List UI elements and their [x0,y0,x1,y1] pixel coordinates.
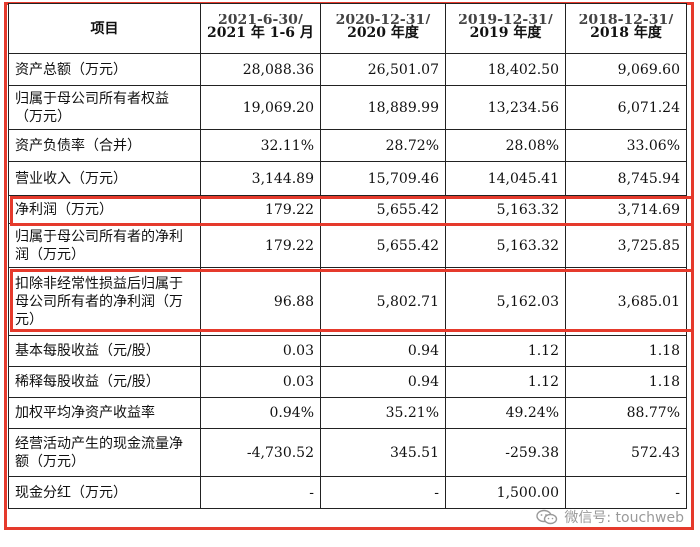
cell-value: 35.21% [320,397,446,429]
cell-value: 32.11% [200,129,321,162]
row-label: 资产负债率（合并） [8,129,201,162]
cell-value: 179.22 [200,195,321,224]
cell-value: 0.94 [320,335,446,367]
header-col-3: 2019-12-31/2019 年度 [445,3,566,54]
table-row: 加权平均净资产收益率 0.94% 35.21% 49.24% 88.77% [8,397,687,429]
table-row: 扣除非经常性损益后归属于母公司所有者的净利润（万元） 96.88 5,802.7… [8,267,687,336]
cell-value: -4,730.52 [200,428,321,477]
cell-value: 5,163.32 [445,223,566,268]
cell-value: 26,501.07 [320,53,446,86]
table-row: 资产负债率（合并） 32.11% 28.72% 28.08% 33.06% [8,129,687,162]
table-row: 归属于母公司所有者的净利润（万元） 179.22 5,655.42 5,163.… [8,223,687,268]
watermark: 微信号: touchweb [536,507,684,527]
header-col-4-date: 2018-12-31/ [578,13,674,24]
cell-value: - [200,476,321,509]
row-label: 营业收入（万元） [8,161,201,196]
header-col-1-period: 2021 年 1-6 月 [207,24,314,41]
cell-value: 14,045.41 [445,161,566,196]
header-item: 项目 [8,3,201,54]
cell-value: 345.51 [320,428,446,477]
cell-value: 1,500.00 [445,476,566,509]
cell-value: 28,088.36 [200,53,321,86]
cell-value: 8,745.94 [565,161,687,196]
cell-value: 5,655.42 [320,195,446,224]
cell-value: 3,714.69 [565,195,687,224]
cell-value: 3,144.89 [200,161,321,196]
table-row: 基本每股收益（元/股） 0.03 0.94 1.12 1.18 [8,335,687,367]
header-col-2-period: 2020 年度 [347,24,419,41]
financial-summary-table: 项目 2021-6-30/2021 年 1-6 月 2020-12-31/202… [8,3,687,509]
table-row: 净利润（万元） 179.22 5,655.42 5,163.32 3,714.6… [8,195,687,224]
cell-value: 9,069.60 [565,53,687,86]
cell-value: -259.38 [445,428,566,477]
cell-value: 18,889.99 [320,85,446,130]
header-col-1: 2021-6-30/2021 年 1-6 月 [200,3,321,54]
cell-value: 18,402.50 [445,53,566,86]
row-label: 扣除非经常性损益后归属于母公司所有者的净利润（万元） [8,267,201,336]
row-label: 稀释每股收益（元/股） [8,366,201,398]
cell-value: 572.43 [565,428,687,477]
table-row: 经营活动产生的现金流量净额（万元） -4,730.52 345.51 -259.… [8,428,687,477]
cell-value: 3,685.01 [565,267,687,336]
cell-value: - [565,476,687,509]
cell-value: 5,163.32 [445,195,566,224]
cell-value: 0.94 [320,366,446,398]
header-col-2-date: 2020-12-31/ [335,13,431,24]
table-row: 资产总额（万元） 28,088.36 26,501.07 18,402.50 9… [8,53,687,86]
cell-value: 13,234.56 [445,85,566,130]
row-label: 加权平均净资产收益率 [8,397,201,429]
table-row: 营业收入（万元） 3,144.89 15,709.46 14,045.41 8,… [8,161,687,196]
table-header-row: 项目 2021-6-30/2021 年 1-6 月 2020-12-31/202… [8,3,687,54]
cell-value: 33.06% [565,129,687,162]
cell-value: 96.88 [200,267,321,336]
cell-value: 1.18 [565,366,687,398]
header-col-4: 2018-12-31/2018 年度 [565,3,687,54]
cell-value: 1.12 [445,335,566,367]
cell-value: 88.77% [565,397,687,429]
row-label: 基本每股收益（元/股） [8,335,201,367]
wechat-icon [536,509,558,525]
cell-value: 179.22 [200,223,321,268]
row-label: 归属于母公司所有者的净利润（万元） [8,223,201,268]
cell-value: 5,802.71 [320,267,446,336]
cell-value: 49.24% [445,397,566,429]
header-col-3-date: 2019-12-31/ [458,13,553,24]
row-label: 经营活动产生的现金流量净额（万元） [8,428,201,477]
header-col-1-date: 2021-6-30/ [218,13,303,24]
table-row: 现金分红（万元） - - 1,500.00 - [8,476,687,509]
cell-value: 5,655.42 [320,223,446,268]
cell-value: 6,071.24 [565,85,687,130]
cell-value: 28.08% [445,129,566,162]
table-row: 归属于母公司所有者权益（万元） 19,069.20 18,889.99 13,2… [8,85,687,130]
cell-value: 5,162.03 [445,267,566,336]
cell-value: 0.94% [200,397,321,429]
cell-value: 28.72% [320,129,446,162]
row-label: 现金分红（万元） [8,476,201,509]
cell-value: 1.12 [445,366,566,398]
table-row: 稀释每股收益（元/股） 0.03 0.94 1.12 1.18 [8,366,687,398]
row-label: 净利润（万元） [8,195,201,224]
cell-value: 0.03 [200,335,321,367]
watermark-text: 微信号: touchweb [564,510,684,526]
header-col-4-period: 2018 年度 [590,24,662,41]
header-col-3-period: 2019 年度 [469,24,542,41]
row-label: 归属于母公司所有者权益（万元） [8,85,201,130]
row-label: 资产总额（万元） [8,53,201,86]
cell-value: 1.18 [565,335,687,367]
cell-value: - [320,476,446,509]
header-col-2: 2020-12-31/2020 年度 [320,3,446,54]
cell-value: 3,725.85 [565,223,687,268]
cell-value: 15,709.46 [320,161,446,196]
cell-value: 0.03 [200,366,321,398]
cell-value: 19,069.20 [200,85,321,130]
